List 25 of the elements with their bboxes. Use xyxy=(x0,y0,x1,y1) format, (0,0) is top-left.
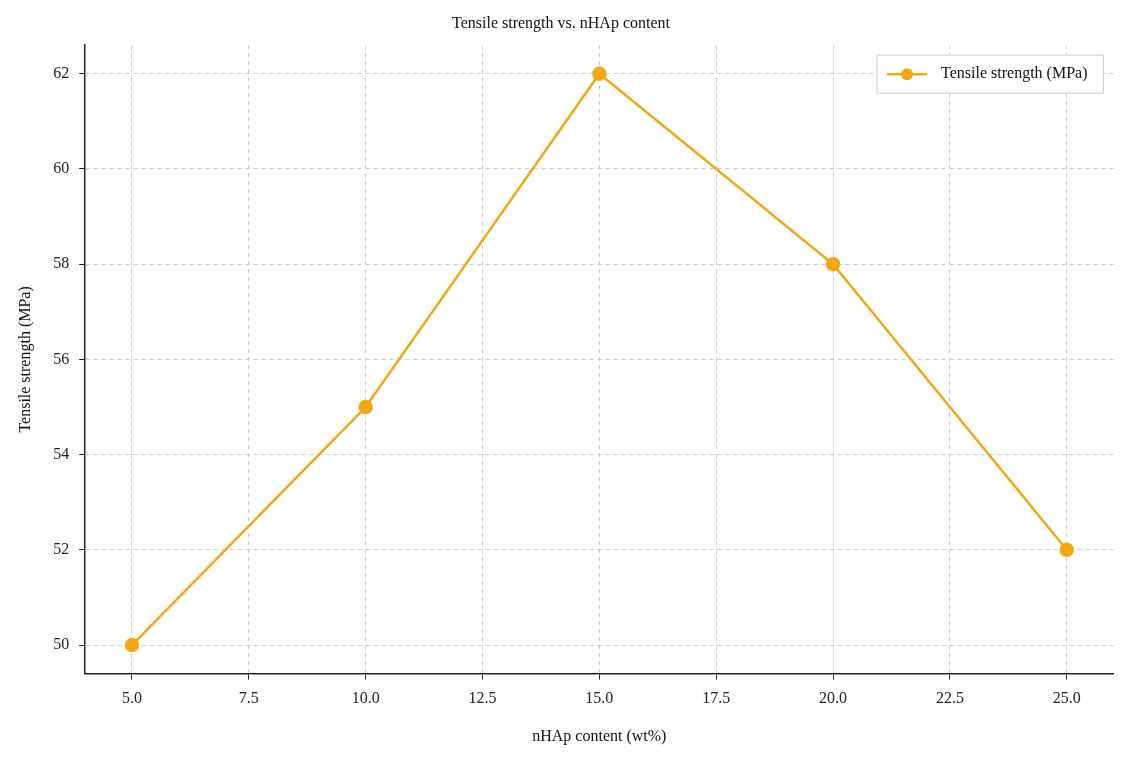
x-tick-label: 22.5 xyxy=(935,689,964,707)
point xyxy=(1059,542,1075,558)
x-tick-label: 17.5 xyxy=(702,689,731,707)
y-tick-label: 60 xyxy=(53,159,70,177)
point xyxy=(358,399,373,415)
x-tick-label: 10.0 xyxy=(351,689,380,707)
y-tick-label: 50 xyxy=(53,635,70,653)
point xyxy=(124,637,140,653)
y-axis-title: Tensile strength (MPa) xyxy=(15,286,34,433)
x-tick-label: 5.0 xyxy=(121,689,142,707)
x-tick-label: 15.0 xyxy=(585,689,614,707)
legend-label: Tensile strength (MPa) xyxy=(941,64,1088,83)
y-tick-label: 62 xyxy=(53,63,70,81)
y-tick-label: 52 xyxy=(53,540,70,558)
x-tick-label: 12.5 xyxy=(468,689,497,707)
x-tick-label: 25.0 xyxy=(1052,689,1081,707)
x-tick-label: 7.5 xyxy=(238,689,259,707)
x-tick-label: 20.0 xyxy=(819,689,848,707)
x-axis-title: nHAp content (wt%) xyxy=(532,726,667,745)
y-tick-label: 56 xyxy=(53,349,70,367)
y-tick-label: 54 xyxy=(53,444,70,462)
y-tick-label: 58 xyxy=(53,254,70,272)
chart-title: Tensile strength vs. nHAp content xyxy=(452,13,671,32)
point xyxy=(592,66,607,82)
point xyxy=(825,256,841,272)
